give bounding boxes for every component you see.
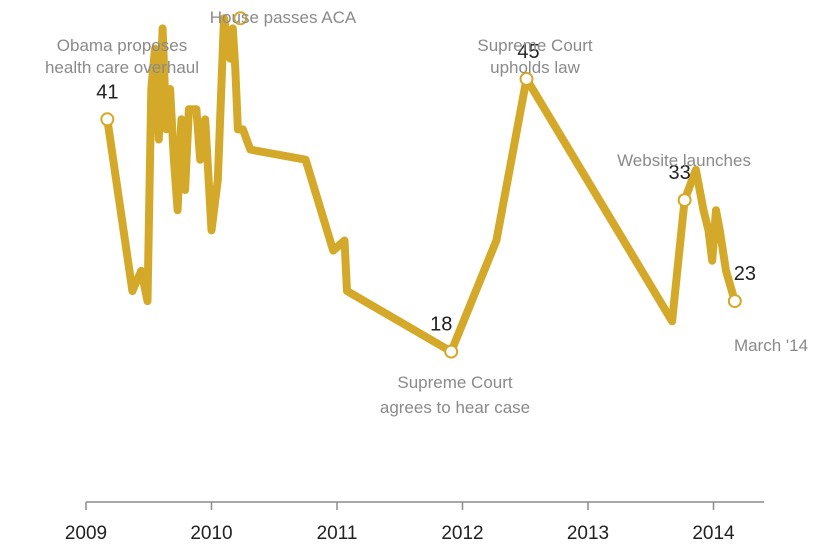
annotation-sc-hear: Supreme Court agrees to hear case xyxy=(380,373,530,417)
point-marker-23 xyxy=(727,294,742,309)
point-marker-18 xyxy=(444,344,459,359)
value-label-41: 41 xyxy=(96,81,118,103)
annotation-march-line-0: March '14 xyxy=(734,336,808,355)
value-label-18: 18 xyxy=(430,314,452,336)
point-marker-41 xyxy=(100,112,115,127)
annotation-march: March '14 xyxy=(734,336,808,355)
x-tick-label-2014: 2014 xyxy=(692,523,735,544)
annotation-house-line-0: House passes ACA xyxy=(210,8,357,27)
annotation-website-line-0: Website launches xyxy=(617,151,751,170)
annotation-sc-hear-line-1: agrees to hear case xyxy=(380,398,530,417)
x-tick-label-2012: 2012 xyxy=(441,523,483,544)
value-label-51: 51 xyxy=(230,0,252,2)
value-label-23: 23 xyxy=(734,263,756,285)
annotation-obama-line-0: Obama proposes xyxy=(57,36,187,55)
x-tick-label-2009: 2009 xyxy=(65,523,107,544)
value-label-33: 33 xyxy=(669,162,691,184)
annotation-sc-upholds-line-1: upholds law xyxy=(490,58,581,77)
annotation-sc-hear-line-0: Supreme Court xyxy=(397,373,513,392)
series-line xyxy=(103,14,739,356)
annotation-sc-upholds-line-0: Supreme Court xyxy=(477,36,593,55)
point-marker-33 xyxy=(677,193,692,208)
annotation-website: Website launches xyxy=(617,151,751,170)
annotation-obama-line-1: health care overhaul xyxy=(45,58,199,77)
point-marker-51 xyxy=(233,11,248,26)
value-label-45: 45 xyxy=(517,41,539,63)
annotation-house: House passes ACA xyxy=(210,8,357,27)
annotation-obama: Obama proposes health care overhaul xyxy=(45,36,199,77)
annotation-sc-upholds: Supreme Court upholds law xyxy=(477,36,593,77)
x-tick-label-2011: 2011 xyxy=(317,523,358,544)
point-marker-45 xyxy=(519,71,534,86)
x-tick-label-2010: 2010 xyxy=(190,523,232,544)
x-tick-label-2013: 2013 xyxy=(567,523,609,544)
